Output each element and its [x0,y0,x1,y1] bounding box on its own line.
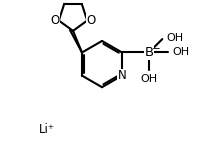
Text: O: O [50,14,60,27]
Text: O: O [86,14,95,27]
Text: OH: OH [166,33,184,43]
Text: B: B [144,46,153,59]
Text: −: − [152,44,161,54]
Text: Li⁺: Li⁺ [39,123,55,136]
Text: OH: OH [140,74,157,84]
Text: OH: OH [172,47,190,57]
Text: N: N [118,69,126,82]
